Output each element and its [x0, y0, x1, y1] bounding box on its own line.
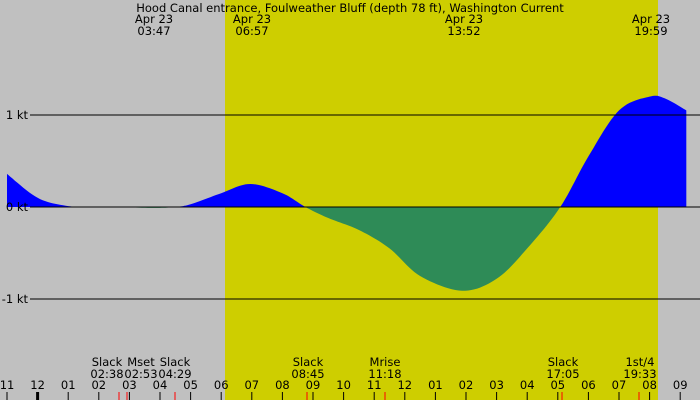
event-name: Slack: [160, 355, 191, 369]
extreme-date: Apr 23: [135, 12, 173, 26]
extreme-time: 13:52: [447, 24, 480, 38]
extreme-date: Apr 23: [233, 12, 271, 26]
y-tick-label: 1 kt: [6, 108, 29, 122]
event-time: 02:38: [90, 367, 123, 381]
extreme-date: Apr 23: [632, 12, 670, 26]
extreme-time: 03:47: [137, 24, 170, 38]
event-labels: Slack02:38Mset02:53Slack04:29Slack08:45M…: [90, 355, 656, 381]
event-name: Mrise: [370, 355, 401, 369]
x-tick-label: 05: [183, 378, 198, 392]
x-tick-label: 01: [61, 378, 76, 392]
event-name: Slack: [293, 355, 324, 369]
event-name: Slack: [548, 355, 579, 369]
extreme-time: 19:59: [634, 24, 667, 38]
event-time: 17:05: [546, 367, 579, 381]
x-tick-label: 12: [30, 378, 45, 392]
x-tick-label: 03: [122, 378, 137, 392]
event-name: Mset: [127, 355, 155, 369]
y-tick-label: 0 kt: [6, 200, 29, 214]
extreme-date: Apr 23: [445, 12, 483, 26]
event-time: 19:33: [623, 367, 656, 381]
x-tick-label: 08: [275, 378, 290, 392]
x-tick-label: 05: [550, 378, 565, 392]
x-tick-label: 04: [520, 378, 535, 392]
x-axis: 11 12 01 02 03 04 05 06 07 08 09 10 11 12 01 02 03 04 05 06…: [0, 378, 688, 400]
current-areas: [7, 95, 687, 291]
x-tick-label: 02: [91, 378, 106, 392]
event-time: 02:53: [124, 367, 157, 381]
x-tick-label: 06: [581, 378, 596, 392]
y-axis-labels: 1 kt 0 kt -1 kt: [2, 108, 29, 306]
x-tick-label: 04: [153, 378, 168, 392]
chart-title: Hood Canal entrance, Foulweather Bluff (…: [136, 1, 564, 15]
x-tick-label: 11: [367, 378, 382, 392]
flood-area: [7, 95, 687, 207]
gridlines: [30, 114, 700, 300]
ebb-area: [7, 207, 687, 291]
y-tick-label: -1 kt: [2, 292, 29, 306]
x-tick-label: 08: [642, 378, 657, 392]
event-time: 08:45: [291, 367, 324, 381]
extreme-time: 06:57: [235, 24, 268, 38]
event-time: 04:29: [158, 367, 191, 381]
x-tick-label: 09: [673, 378, 688, 392]
x-tick-label: 12: [397, 378, 412, 392]
x-tick-label: 06: [214, 378, 229, 392]
x-tick-label: 01: [428, 378, 443, 392]
x-tick-label: 09: [306, 378, 321, 392]
x-tick-label: 07: [244, 378, 259, 392]
x-tick-label: 10: [336, 378, 351, 392]
x-tick-label: 02: [459, 378, 474, 392]
event-name: Slack: [92, 355, 123, 369]
x-tick-label: 07: [612, 378, 627, 392]
event-time: 11:18: [368, 367, 401, 381]
x-tick-label: 11: [0, 378, 14, 392]
x-tick-label: 03: [489, 378, 504, 392]
event-name: 1st/4: [625, 355, 654, 369]
